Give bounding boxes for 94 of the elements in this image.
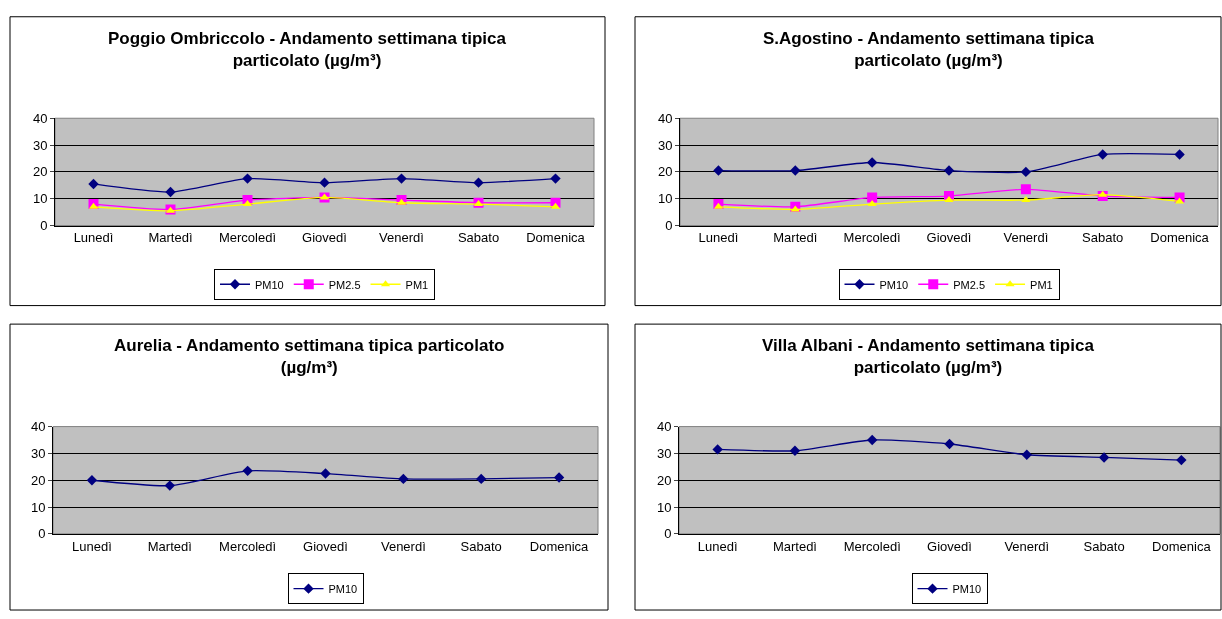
chart-title: S.Agostino - Andamento settimana tipica particolato (µg/m³): [763, 29, 1095, 71]
point: [1021, 196, 1031, 203]
y-tick-label: 30: [656, 445, 672, 461]
point: [242, 173, 253, 184]
legend-label: PM1: [1030, 278, 1053, 291]
y-tick-label: 10: [656, 499, 672, 515]
y-tick-label: 30: [30, 445, 46, 461]
x-tick-label: Venerdì: [380, 538, 426, 554]
x-tick-label: Giovedì: [303, 538, 348, 554]
point: [866, 157, 878, 168]
point: [1021, 449, 1032, 460]
point: [165, 186, 176, 198]
x-tick-label: Martedì: [772, 538, 817, 554]
point: [550, 173, 561, 184]
x-tick-label: Lunedì: [73, 230, 114, 246]
x-tick-label: Domenica: [1152, 538, 1212, 554]
point: [473, 177, 484, 188]
legend-label: PM2.5: [953, 278, 986, 291]
x-tick-label: Mercoledì: [219, 538, 277, 554]
point: [319, 177, 330, 188]
y-tick-label: 40: [30, 419, 46, 435]
y-tick-label: 20: [657, 164, 673, 180]
point: [553, 472, 565, 483]
x-tick-label: Lunedì: [698, 230, 739, 246]
y-tick-label: 0: [38, 526, 46, 542]
point: [1176, 454, 1187, 466]
point: [867, 200, 877, 207]
x-tick-label: Venerdì: [379, 230, 424, 246]
x-tick-label: Martedì: [148, 230, 193, 246]
y-tick-label: 10: [32, 191, 48, 207]
x-tick-label: Mercoledì: [843, 538, 901, 554]
point: [713, 165, 724, 176]
point: [712, 444, 723, 455]
legend-label: PM10: [952, 582, 982, 595]
point: [396, 173, 407, 184]
chart-title: Poggio Ombriccolo - Andamento settimana tipica particolato (µg/m³): [108, 29, 507, 71]
x-tick-label: Domenica: [526, 230, 586, 246]
point: [1098, 452, 1110, 463]
x-tick-label: Sabato: [460, 538, 502, 554]
y-tick-label: 20: [32, 164, 48, 180]
point: [1174, 149, 1185, 160]
y-tick-label: 10: [30, 499, 46, 515]
y-tick-label: 30: [657, 137, 673, 153]
x-tick-label: Venerdì: [1004, 538, 1050, 554]
point: [944, 438, 955, 450]
point: [1020, 166, 1032, 178]
point: [86, 475, 98, 486]
y-tick-label: 0: [664, 526, 672, 542]
y-tick-label: 40: [32, 110, 48, 126]
x-tick-label: Venerdì: [1003, 230, 1049, 246]
legend-label: PM2.5: [328, 278, 361, 291]
point: [867, 434, 878, 446]
point: [790, 165, 801, 176]
x-tick-label: Lunedì: [697, 538, 738, 554]
point: [1097, 149, 1108, 160]
x-tick-label: Mercoledì: [843, 230, 901, 246]
point: [242, 465, 253, 477]
y-tick-label: 20: [656, 472, 672, 488]
point: [944, 196, 954, 203]
chart-title: Villa Albani - Andamento settimana tipica particolato (µg/m³): [762, 336, 1095, 378]
x-tick-label: Domenica: [1150, 230, 1210, 246]
x-tick-label: Mercoledì: [218, 230, 277, 246]
point: [1020, 184, 1031, 195]
x-tick-label: Martedì: [147, 538, 192, 554]
point: [476, 473, 487, 485]
x-tick-label: Martedì: [773, 230, 818, 246]
point: [943, 165, 955, 176]
legend-label: PM10: [255, 278, 284, 291]
point: [867, 192, 878, 203]
point: [789, 445, 801, 456]
x-tick-label: Lunedì: [72, 538, 112, 554]
chart-title: Aurelia - Andamento settimana tipica particolato (µg/m³): [114, 336, 505, 378]
x-tick-label: Giovedì: [927, 538, 972, 554]
x-tick-label: Giovedì: [926, 230, 972, 246]
point: [398, 473, 409, 485]
y-tick-label: 0: [665, 218, 673, 234]
x-tick-label: Giovedì: [302, 230, 347, 246]
x-tick-label: Sabato: [1082, 230, 1124, 246]
y-tick-label: 0: [40, 218, 48, 234]
x-tick-label: Sabato: [457, 230, 500, 246]
legend-label: PM10: [879, 278, 909, 291]
x-tick-label: Domenica: [529, 538, 590, 554]
x-tick-label: Sabato: [1083, 538, 1125, 554]
y-tick-label: 30: [32, 137, 48, 153]
point: [320, 468, 331, 479]
legend-label: PM10: [328, 582, 358, 595]
y-tick-label: 20: [30, 472, 46, 488]
y-tick-label: 40: [656, 419, 672, 435]
y-tick-label: 10: [657, 191, 673, 207]
point: [88, 178, 99, 190]
y-tick-label: 40: [657, 110, 673, 126]
point: [1098, 190, 1108, 197]
legend-label: PM1: [405, 278, 429, 291]
point: [164, 480, 175, 491]
